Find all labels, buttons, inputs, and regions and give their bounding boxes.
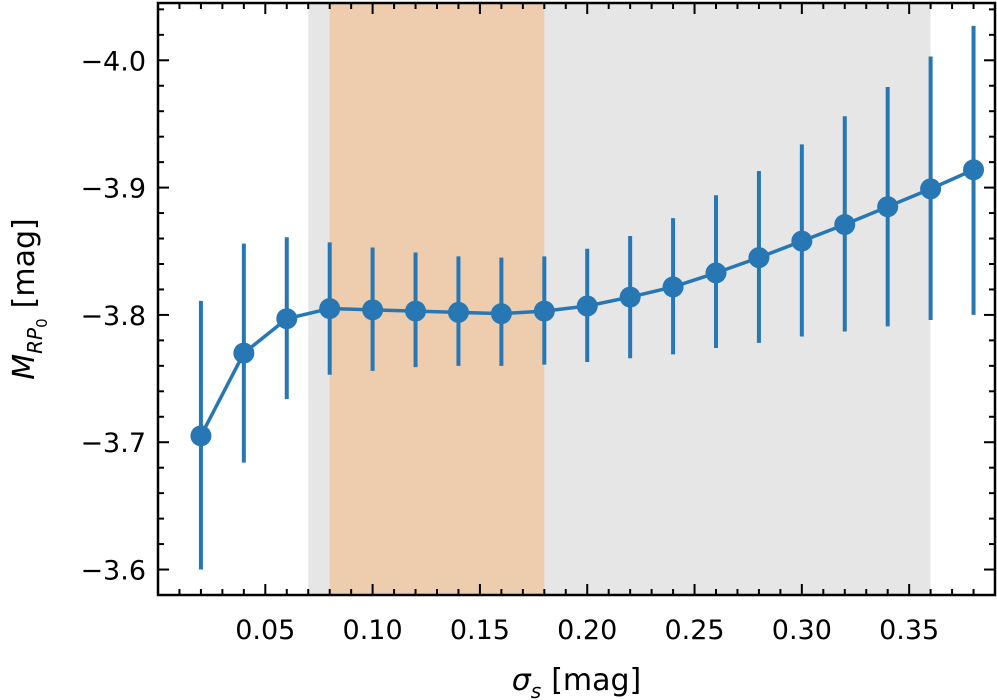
x-tick-label: 0.05 xyxy=(235,615,295,646)
y-axis-label-symbol: M xyxy=(7,354,42,380)
x-tick-label: 0.20 xyxy=(557,615,617,646)
data-point xyxy=(791,230,813,252)
data-point xyxy=(490,303,512,325)
y-tick-label: −3.8 xyxy=(80,301,146,332)
data-series xyxy=(190,25,985,570)
data-point xyxy=(662,276,684,298)
y-axis-label: MRP0 [mag] xyxy=(7,218,51,379)
x-tick-label: 0.10 xyxy=(343,615,403,646)
data-point xyxy=(276,308,298,330)
x-tick-label: 0.30 xyxy=(772,615,832,646)
data-point xyxy=(834,214,856,236)
data-point xyxy=(576,295,598,317)
data-point xyxy=(362,299,384,321)
data-point xyxy=(447,301,469,323)
y-axis-label-subscript: RP xyxy=(23,327,47,354)
x-tick-label: 0.35 xyxy=(879,615,939,646)
data-point xyxy=(190,425,212,447)
y-tick-label: −3.7 xyxy=(80,428,146,459)
y-axis-label-subsubscript: 0 xyxy=(33,318,51,328)
data-point xyxy=(963,159,985,181)
data-point xyxy=(533,300,555,322)
data-point xyxy=(319,298,341,320)
x-axis-label-unit: [mag] xyxy=(551,663,641,698)
x-axis-label-subscript: s xyxy=(531,679,541,700)
y-tick-label: −3.9 xyxy=(80,174,146,205)
plot-frame xyxy=(156,1,997,597)
x-tick-label: 0.25 xyxy=(664,615,724,646)
shaded-bands xyxy=(308,3,931,595)
data-point xyxy=(619,286,641,308)
data-point xyxy=(233,342,255,364)
y-tick-label: −4.0 xyxy=(80,46,146,77)
data-point xyxy=(748,247,770,269)
data-point xyxy=(920,178,942,200)
data-point xyxy=(405,300,427,322)
shaded-band-2 xyxy=(329,3,545,595)
tick-labels: 0.05 0.10 0.15 0.20 0.25 0.30 0.35 −3.6 −3.7 −3.8… xyxy=(80,46,939,646)
x-axis-label: σs [mag] xyxy=(512,663,642,700)
x-axis-label-symbol: σ xyxy=(512,663,532,698)
x-tick-label: 0.15 xyxy=(450,615,510,646)
y-tick-label: −3.6 xyxy=(80,556,146,587)
data-point xyxy=(705,262,727,284)
y-axis-label-unit: [mag] xyxy=(7,218,42,308)
data-point xyxy=(877,196,899,218)
